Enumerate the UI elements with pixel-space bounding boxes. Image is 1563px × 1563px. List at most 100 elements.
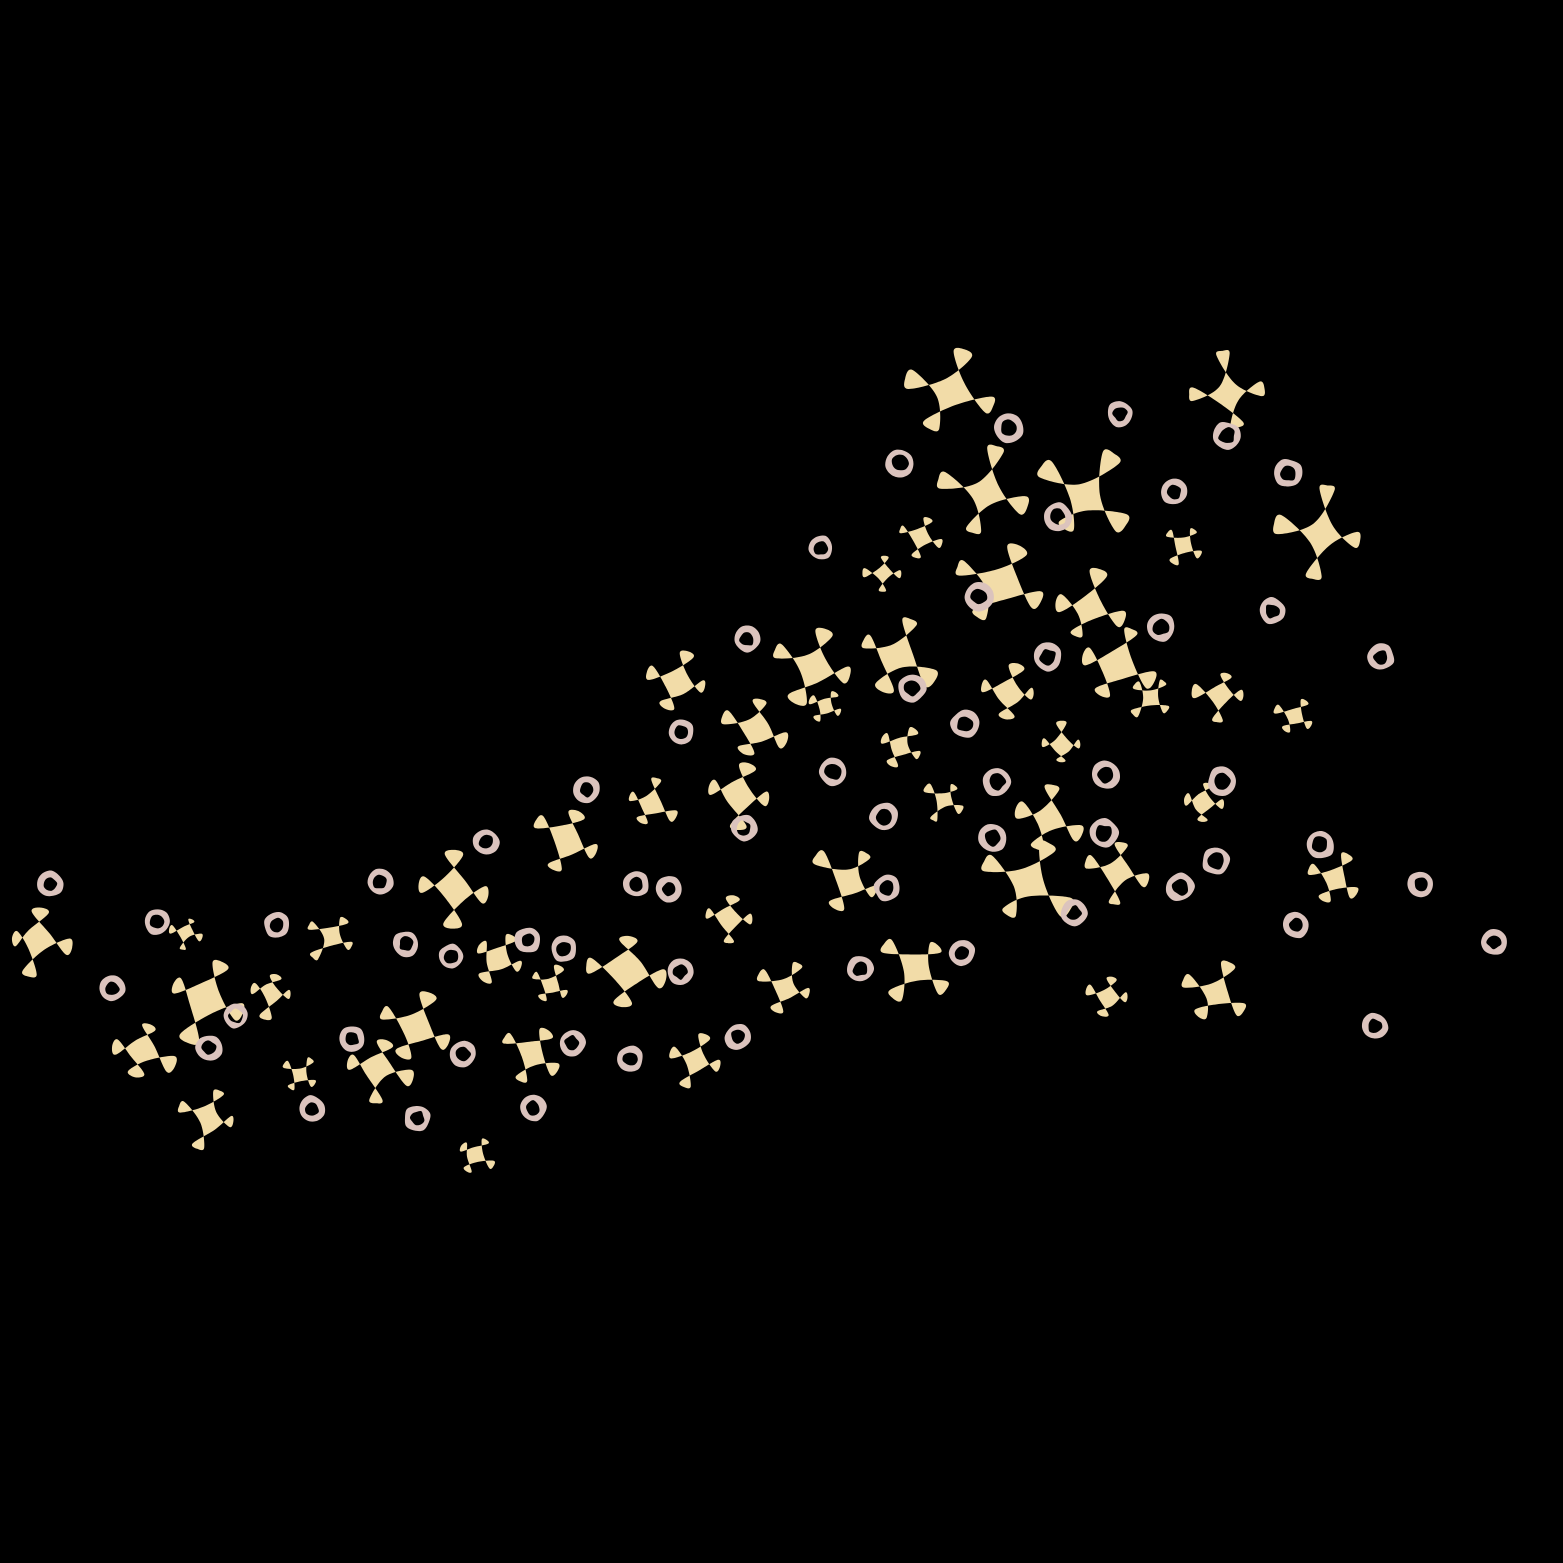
cross-sparkle-marker	[177, 1089, 234, 1151]
ring-dot-marker	[948, 940, 976, 967]
cross-sparkle-marker	[532, 964, 568, 1002]
ring-dot-marker	[964, 582, 994, 612]
cross-sparkle-marker	[476, 933, 522, 984]
cross-sparkle-marker	[955, 543, 1044, 621]
ring-dot-marker	[195, 1035, 223, 1061]
ring-dot-marker	[1033, 642, 1062, 672]
cross-sparkle-marker	[721, 698, 789, 756]
ring-dot-marker	[668, 719, 694, 745]
ring-dot-marker	[299, 1095, 326, 1122]
ring-dot-marker	[724, 1023, 751, 1050]
ring-dot-marker	[1306, 830, 1334, 859]
ring-dot-marker	[885, 449, 914, 478]
ring-dot-marker	[1107, 401, 1133, 428]
ring-dot-marker	[1091, 760, 1121, 789]
ring-dot-marker	[559, 1030, 586, 1057]
cross-sparkle-marker	[111, 1023, 177, 1078]
ring-dot-marker	[573, 776, 600, 804]
ring-dot-marker	[808, 535, 833, 560]
cross-sparkle-marker	[936, 444, 1030, 535]
ring-dot-marker	[1161, 478, 1188, 505]
ring-dot-marker	[622, 871, 649, 897]
cross-sparkle-marker	[862, 555, 902, 592]
cross-sparkle-marker	[1130, 679, 1170, 718]
cross-sparkle-marker	[1184, 782, 1225, 822]
ring-dot-marker	[449, 1040, 476, 1068]
cross-sparkle-marker	[628, 777, 678, 825]
cross-sparkle-marker	[379, 991, 451, 1060]
cross-sparkle-marker	[646, 650, 706, 711]
ring-dot-marker	[1060, 899, 1088, 927]
ring-dot-marker	[1361, 1012, 1389, 1039]
cross-sparkle-marker	[1307, 852, 1359, 903]
cross-sparkle-marker	[586, 935, 667, 1008]
ring-dot-marker	[144, 909, 170, 935]
cross-sparkle-marker	[533, 809, 598, 872]
cross-sparkle-marker	[168, 918, 203, 950]
ring-dot-layer	[37, 401, 1507, 1132]
ring-dot-marker	[264, 912, 290, 938]
ring-dot-marker	[223, 1003, 248, 1029]
ring-dot-marker	[367, 868, 394, 895]
ring-dot-marker	[655, 876, 682, 903]
ring-dot-marker	[520, 1094, 547, 1122]
ring-dot-marker	[514, 927, 541, 953]
ring-dot-marker	[869, 802, 898, 831]
cross-sparkle-marker	[1081, 627, 1157, 698]
cross-sparkle-marker	[282, 1057, 317, 1091]
cross-sparkle-marker	[705, 895, 753, 944]
cross-sparkle-marker	[756, 961, 810, 1014]
cross-sparkle-marker	[1273, 484, 1361, 580]
ring-dot-marker	[730, 814, 758, 842]
ring-dot-marker	[847, 956, 875, 982]
cross-sparkle-marker	[708, 762, 770, 831]
ring-dot-marker	[1481, 928, 1507, 955]
cross-sparkle-marker	[11, 907, 73, 978]
ring-dot-marker	[950, 709, 980, 738]
ring-dot-marker	[37, 870, 64, 897]
ring-dot-marker	[551, 935, 576, 962]
ring-dot-marker	[898, 674, 927, 703]
ring-dot-marker	[1089, 818, 1120, 848]
ring-dot-marker	[1282, 911, 1309, 939]
ring-dot-marker	[1212, 422, 1241, 450]
cross-sparkle-marker	[250, 973, 291, 1021]
ring-dot-marker	[1274, 459, 1303, 487]
cross-sparkle-marker	[981, 662, 1034, 720]
cross-sparkle-marker	[1191, 672, 1244, 723]
cross-sparkle-marker	[459, 1138, 496, 1173]
cross-sparkle-marker	[812, 850, 878, 912]
cross-sparkle-marker	[502, 1027, 560, 1083]
ring-dot-marker	[978, 823, 1007, 852]
cross-sparkle-marker	[808, 691, 842, 722]
ring-dot-marker	[994, 413, 1024, 444]
ring-dot-marker	[1259, 597, 1286, 625]
cross-sparkle-marker	[981, 840, 1074, 918]
ring-dot-marker	[873, 874, 900, 902]
ring-dot-marker	[404, 1106, 431, 1132]
cross-sparkle-marker	[1085, 976, 1128, 1017]
cross-sparkle-marker	[1273, 698, 1313, 733]
ring-dot-marker	[1407, 871, 1433, 898]
ring-dot-marker	[734, 625, 761, 653]
ring-dot-marker	[667, 958, 694, 986]
cross-sparkle-marker	[307, 916, 353, 961]
ring-dot-marker	[339, 1026, 365, 1052]
cross-sparkle-marker	[1181, 960, 1247, 1020]
cross-sparkle-marker	[923, 783, 964, 822]
ring-dot-marker	[1165, 872, 1195, 902]
cross-sparkle-marker	[171, 959, 245, 1045]
ring-dot-marker	[392, 931, 419, 958]
cross-sparkle-marker	[346, 1039, 414, 1104]
cross-sparkle-marker	[418, 849, 489, 929]
cross-sparkle-marker	[1165, 528, 1202, 566]
cross-sparkle-marker	[1055, 567, 1127, 638]
ring-dot-marker	[1044, 502, 1073, 532]
ring-dot-marker	[982, 768, 1012, 797]
cross-sparkle-marker	[1014, 784, 1084, 851]
cross-sparkle-marker	[861, 617, 938, 694]
cross-sparkle-marker	[1041, 720, 1081, 763]
